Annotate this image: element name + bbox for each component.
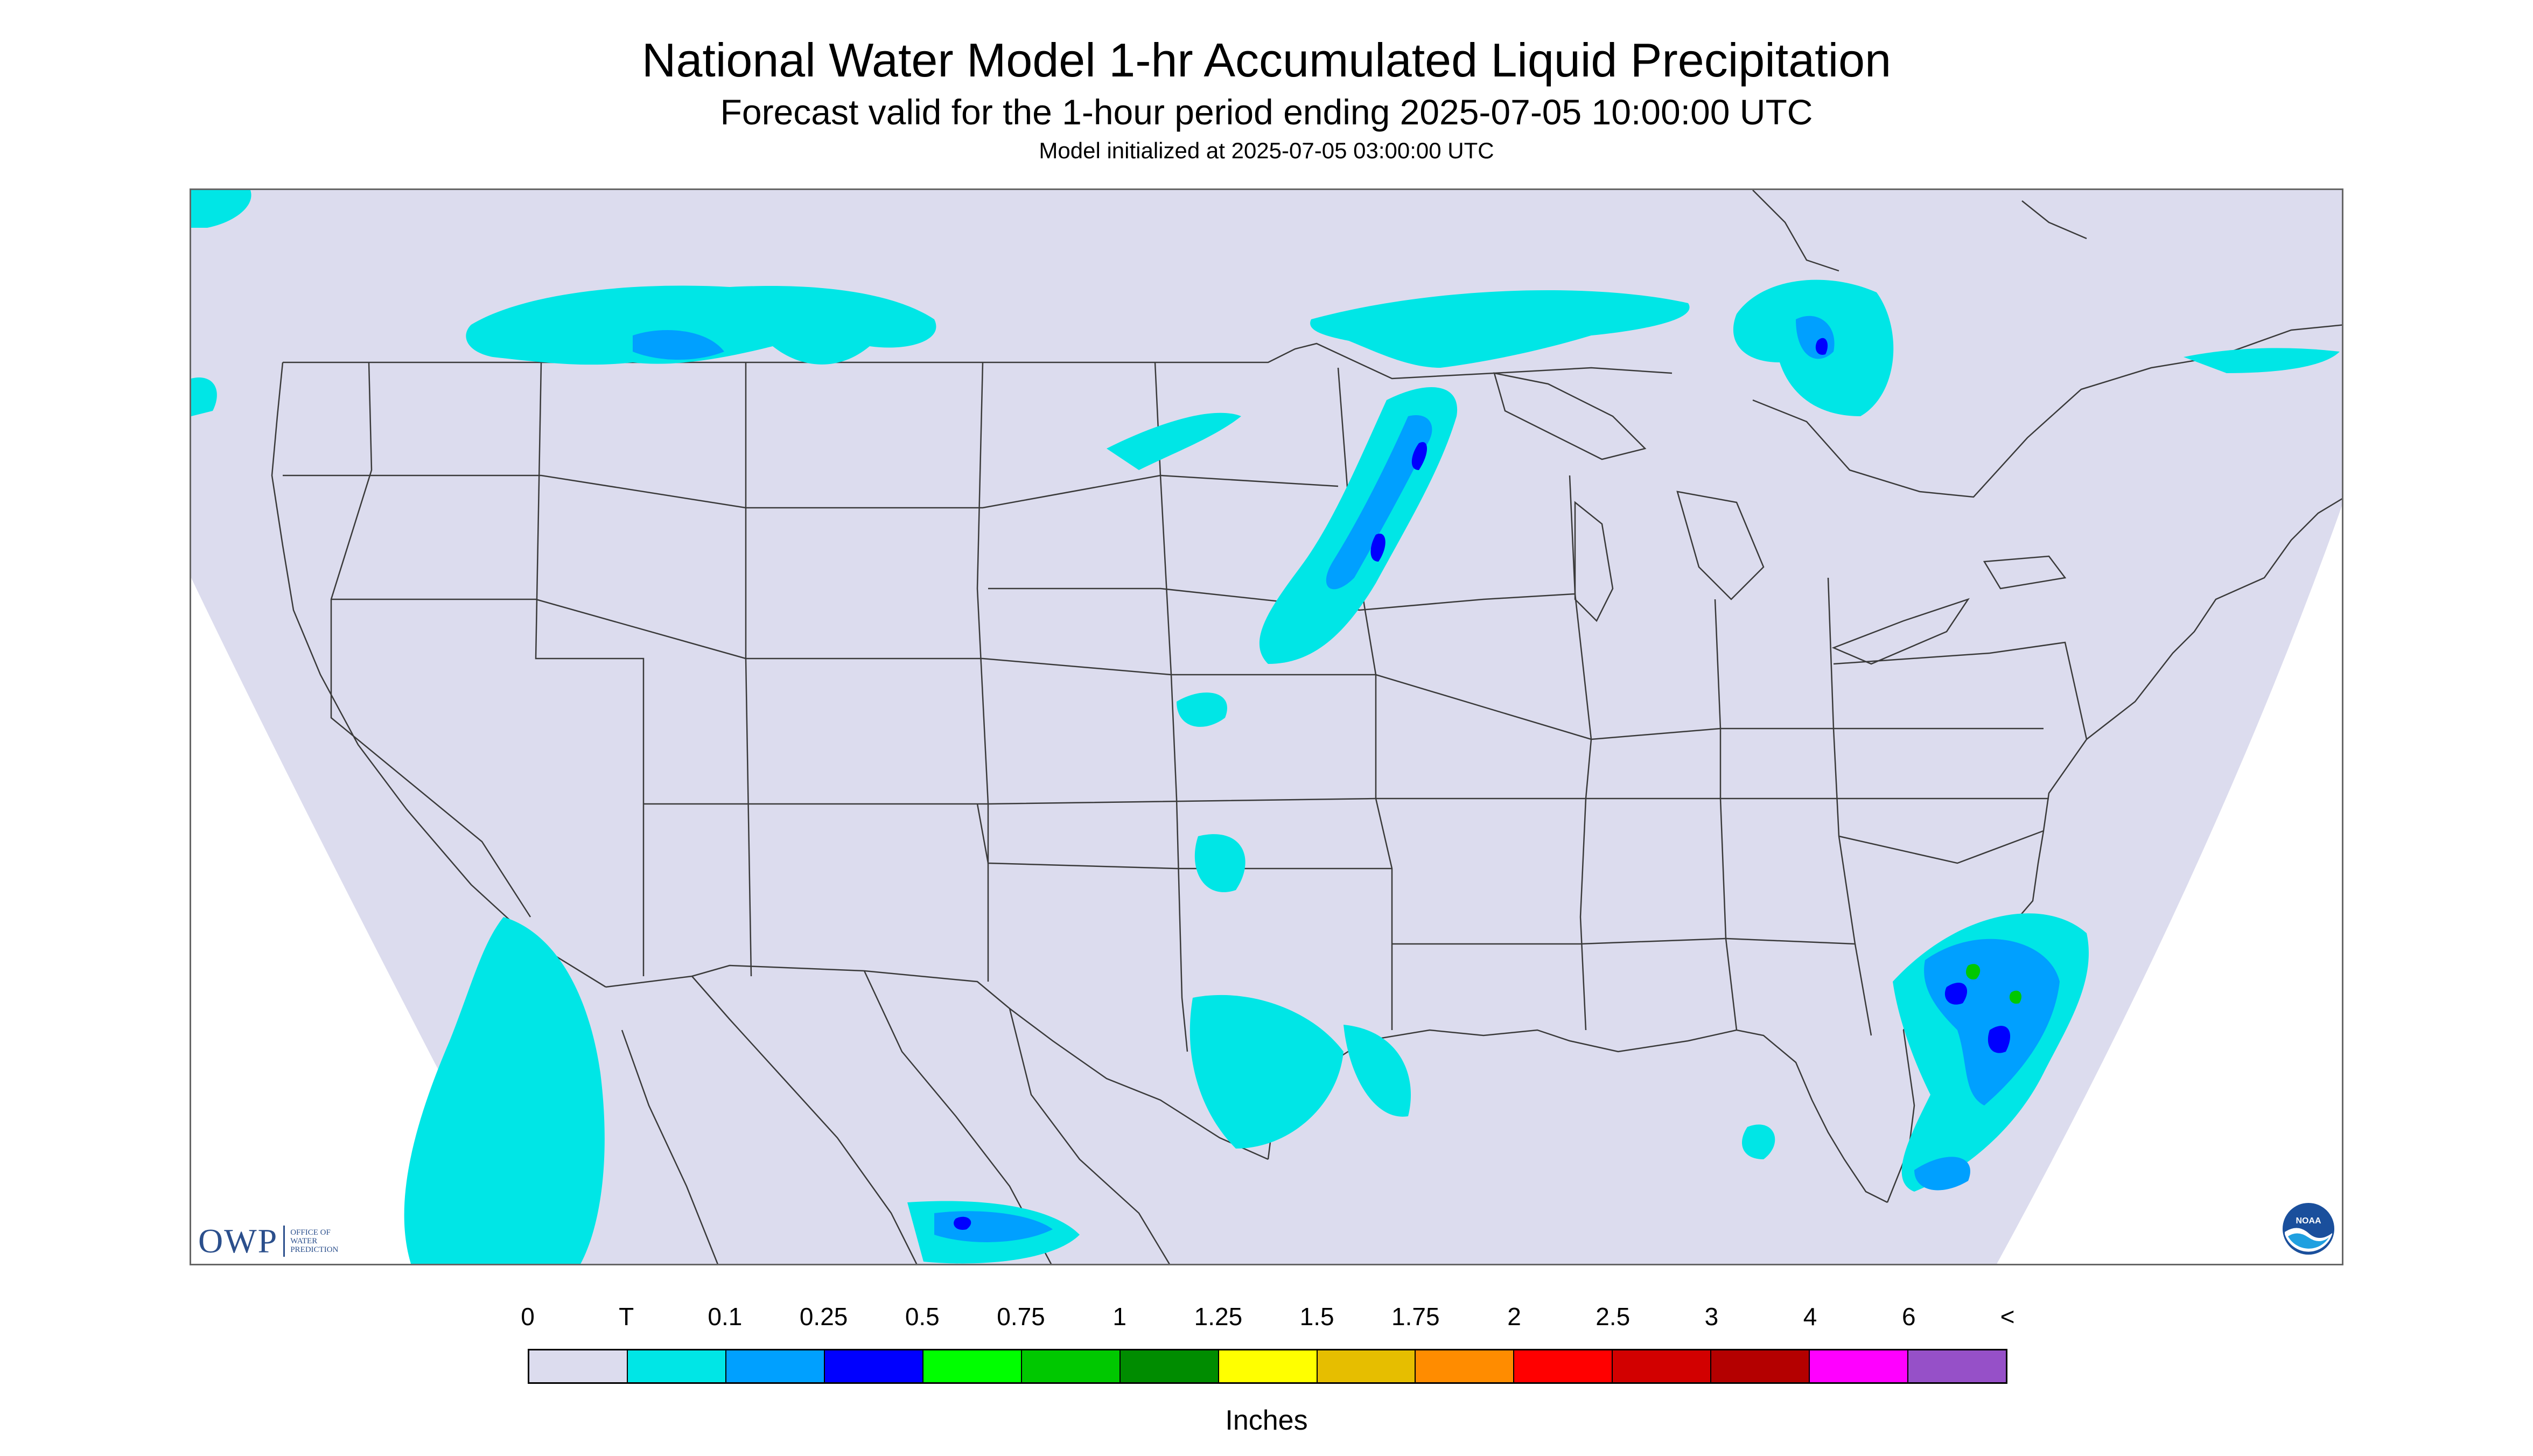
forecast-valid-subtitle: Forecast valid for the 1-hour period end…	[720, 92, 1813, 132]
legend-swatch	[1120, 1350, 1219, 1382]
legend-swatch	[1613, 1350, 1712, 1382]
legend-tick-label: 2	[1507, 1303, 1521, 1331]
legend-swatch	[1810, 1350, 1909, 1382]
owp-wordmark: OFFICE OF WATER PREDICTION	[290, 1228, 338, 1254]
precipitation-map	[190, 188, 2343, 1265]
legend-swatch	[1514, 1350, 1613, 1382]
legend-swatch	[1711, 1350, 1810, 1382]
legend-swatch	[1021, 1350, 1121, 1382]
precip-heavy	[954, 338, 2011, 1230]
legend-swatch	[923, 1350, 1022, 1382]
legend-tick-label: 1.75	[1391, 1303, 1440, 1331]
map-svg	[191, 190, 2342, 1264]
legend-swatch	[726, 1350, 825, 1382]
model-domain	[191, 190, 2342, 1264]
owp-logo: OWP OFFICE OF WATER PREDICTION	[198, 1220, 338, 1263]
legend-swatch	[529, 1350, 628, 1382]
legend-tick-label: 0.5	[905, 1303, 940, 1331]
legend-tick-label: 0.25	[799, 1303, 848, 1331]
owp-line-1: OFFICE OF	[290, 1228, 331, 1237]
legend-tick-label: 4	[1803, 1303, 1817, 1331]
state-boundaries	[271, 190, 2342, 1264]
precip-moderate	[633, 316, 2060, 1242]
legend-swatch	[1416, 1350, 1515, 1382]
owp-separator	[283, 1226, 285, 1257]
legend-tick-label: 1	[1112, 1303, 1126, 1331]
legend-tick-label: 3	[1704, 1303, 1719, 1331]
owp-line-3: PREDICTION	[290, 1245, 339, 1254]
noaa-logo: NOAA	[2283, 1203, 2334, 1255]
map-title: National Water Model 1-hr Accumulated Li…	[641, 33, 1892, 87]
legend-color-bar	[528, 1349, 2007, 1384]
legend-swatch	[1219, 1350, 1318, 1382]
legend-tick-label: 0.75	[997, 1303, 1045, 1331]
legend-tick-label: T	[619, 1303, 634, 1331]
legend-swatch	[627, 1350, 726, 1382]
model-init-label: Model initialized at 2025-07-05 03:00:00…	[1039, 138, 1494, 163]
legend-tick-label: 6	[1902, 1303, 1916, 1331]
precip-very-heavy	[1965, 964, 2022, 1004]
noaa-logo-text: NOAA	[2296, 1216, 2321, 1226]
legend-tick-label: 0	[521, 1303, 535, 1331]
owp-mark: OWP	[198, 1222, 278, 1260]
legend-tick-label: 0.1	[708, 1303, 743, 1331]
legend-tick-label: 1.5	[1299, 1303, 1334, 1331]
legend-tick-label: <	[2000, 1303, 2015, 1331]
legend-swatch	[824, 1350, 923, 1382]
legend-tick-label: 2.5	[1596, 1303, 1631, 1331]
legend-tick-label: 1.25	[1194, 1303, 1243, 1331]
legend-swatch	[1908, 1350, 2006, 1382]
legend-units-label: Inches	[1225, 1405, 1308, 1436]
legend-swatch	[1317, 1350, 1416, 1382]
owp-line-2: WATER	[290, 1237, 318, 1245]
